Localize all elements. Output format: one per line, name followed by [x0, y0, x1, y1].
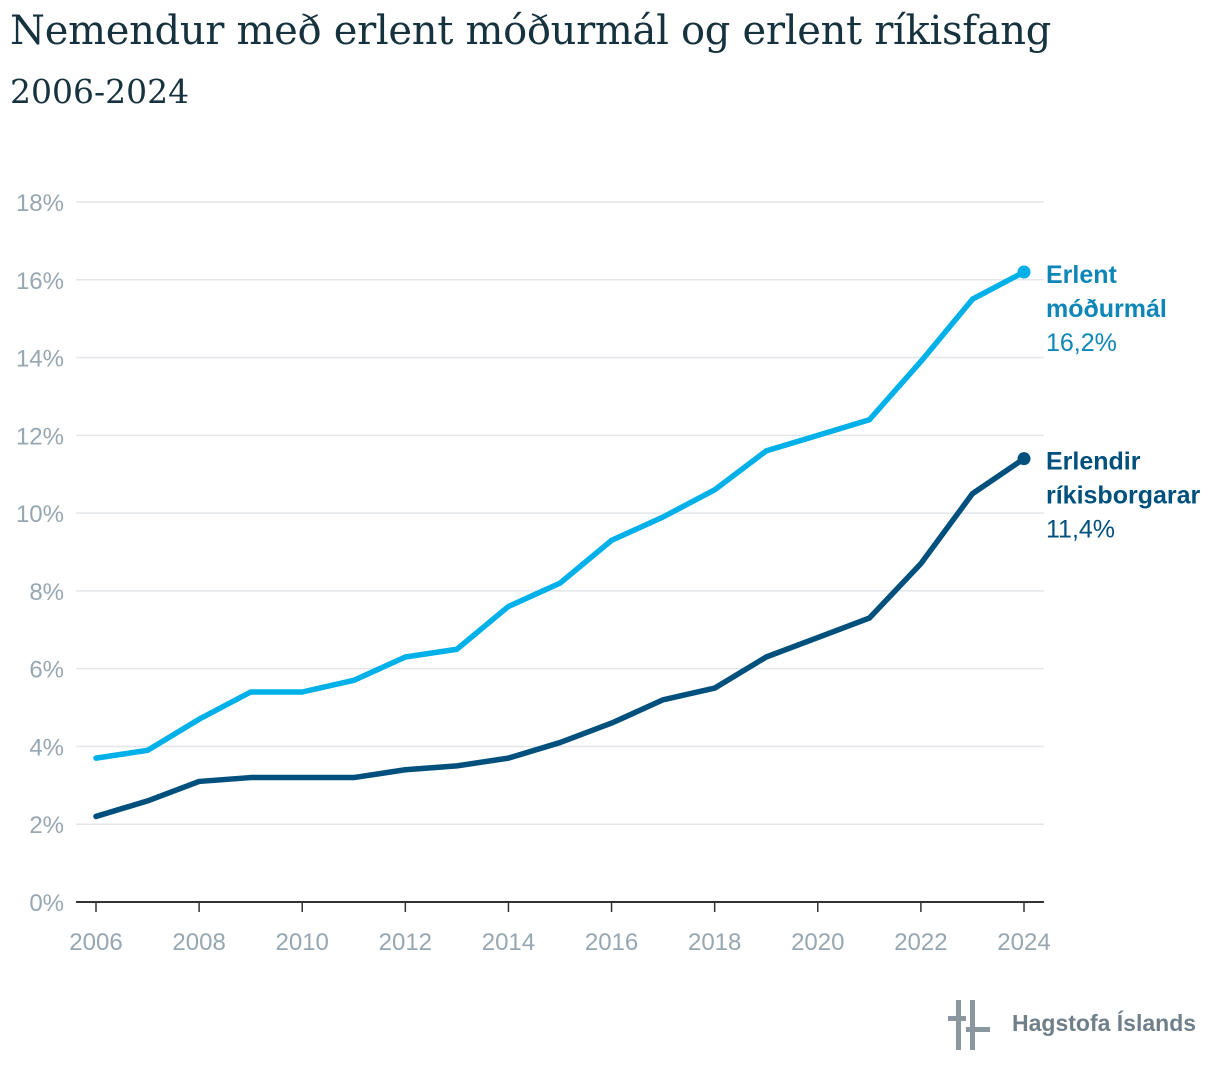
series-line-0 — [93, 269, 1027, 761]
series-name-line1: Erlent — [1046, 261, 1118, 289]
chart-title: Nemendur með erlent móðurmál og erlent r… — [10, 8, 1052, 54]
y-axis-ticks: 0% 2% 4% 6% 8% 10% 12% 14% 16% 18% — [16, 190, 64, 917]
series-name-line2: móðurmál — [1046, 295, 1167, 323]
series-name-line2: ríkisborgarar — [1046, 482, 1201, 510]
x-tick-label: 2006 — [69, 929, 122, 956]
x-axis-ticks: 2006 2008 2010 2012 2014 2016 2018 2020 2022 2024 — [69, 902, 1051, 956]
hagstofa-logo: Hagstofa Íslands — [948, 996, 1208, 1054]
series-name-line1: Erlendir — [1046, 448, 1141, 476]
y-tick-label: 0% — [29, 890, 64, 917]
chart-subtitle: 2006-2024 — [10, 72, 190, 111]
x-tick-label: 2014 — [482, 929, 535, 956]
y-tick-label: 14% — [16, 346, 64, 373]
gridlines — [76, 201, 1044, 825]
y-tick-label: 2% — [29, 812, 64, 839]
series-end-point — [1017, 265, 1031, 279]
y-tick-label: 16% — [16, 268, 64, 295]
series-end-value: 16,2% — [1046, 329, 1117, 357]
x-tick-label: 2022 — [894, 929, 947, 956]
series-end-labels: Erlent móðurmál 16,2% Erlendir ríkisborgarar… — [1046, 261, 1201, 544]
series-end-value: 11,4% — [1046, 516, 1115, 544]
x-tick-label: 2010 — [276, 929, 329, 956]
x-tick-label: 2020 — [791, 929, 844, 956]
x-tick-label: 2024 — [997, 929, 1050, 956]
y-tick-label: 4% — [29, 734, 64, 761]
series-end-point — [1017, 452, 1031, 466]
y-tick-label: 8% — [29, 579, 64, 606]
x-tick-label: 2012 — [379, 929, 432, 956]
y-tick-label: 10% — [16, 501, 64, 528]
hagstofa-logo-icon — [948, 1000, 990, 1050]
y-tick-label: 6% — [29, 657, 64, 684]
x-tick-label: 2018 — [688, 929, 741, 956]
y-tick-label: 12% — [16, 423, 64, 450]
x-tick-label: 2008 — [172, 929, 225, 956]
series-lines — [93, 265, 1031, 820]
x-tick-label: 2016 — [585, 929, 638, 956]
y-tick-label: 18% — [16, 190, 64, 217]
brand-name: Hagstofa Íslands — [1012, 1010, 1197, 1036]
series-line-1 — [93, 455, 1027, 820]
